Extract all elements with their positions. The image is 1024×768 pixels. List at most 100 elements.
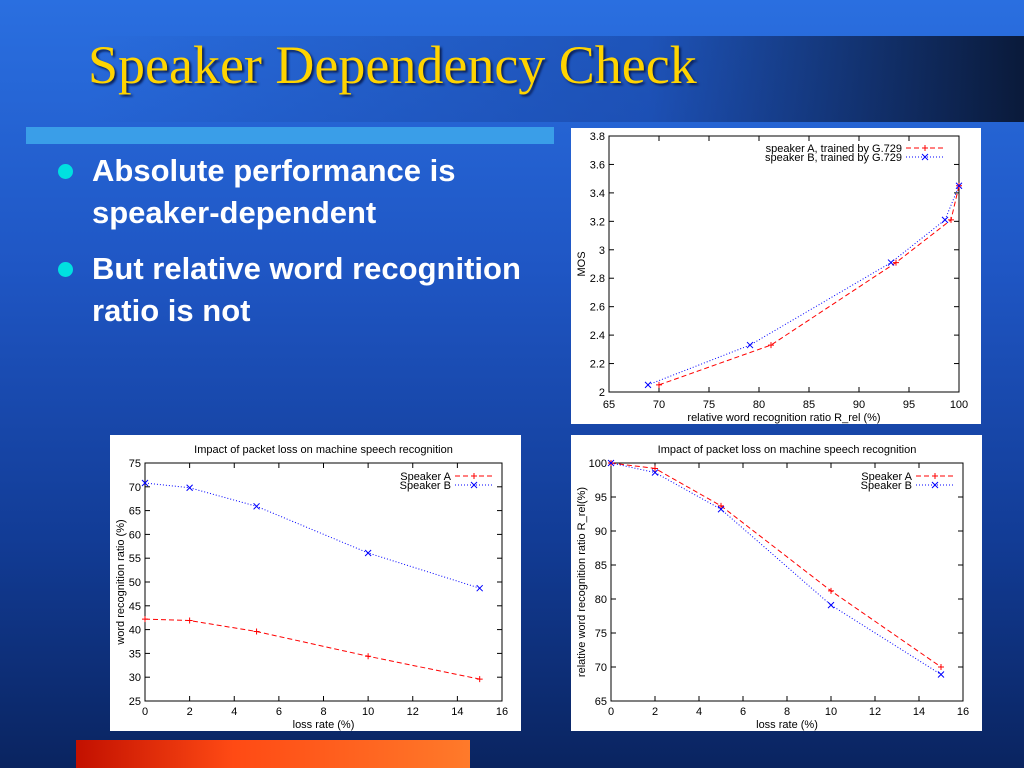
data-point [768,342,774,349]
y-tick-label: 2.6 [590,302,605,314]
bullet-dot-icon [58,262,73,277]
x-tick-label: 8 [320,706,326,718]
slide-title: Speaker Dependency Check [88,35,697,95]
plot-frame [610,462,964,702]
y-tick-label: 3.8 [590,131,605,143]
x-tick-label: 0 [608,706,614,718]
chart-svg: 0 2 4 6 8 10 12 14 16 65 70 75 80 85 90 95 100 Impact of … [576,444,969,731]
y-tick-label: 95 [595,492,607,504]
title-band [85,36,1024,122]
y-tick-label: 3.4 [590,188,605,200]
data-point [607,459,615,467]
data-point [476,676,483,683]
data-point [652,465,658,472]
x-tick-label: 10 [362,706,374,718]
x-tick-label: 14 [913,706,925,718]
y-tick-label: 25 [129,696,141,708]
x-tick-label: 2 [187,706,193,718]
data-point [887,259,895,266]
x-tick-label: 0 [142,706,148,718]
series-line [610,462,942,668]
y-tick-label: 2.8 [590,273,605,285]
y-tick-label: 35 [129,648,141,660]
data-point [186,617,193,624]
data-point [893,259,899,266]
data-point [142,616,148,623]
chart-svg: 0 2 4 6 8 10 12 14 16 25 30 35 40 45 50 55 60 65 70 75 Impac… [115,444,508,731]
chart-word-recognition: 0 2 4 6 8 10 12 14 16 25 30 35 40 45 50 55 60 65 70 75 Impac… [110,435,521,731]
data-point [948,216,954,223]
bullet-text: But relative word recognition ratio is n… [92,251,521,328]
data-point [141,479,149,487]
y-tick-label: 70 [129,482,141,494]
chart-mos-vs-ratio: 65 70 75 80 85 90 95 100 2 2.2 2.4 2.6 2.8 3 3.2 3.4 3.6… [571,128,981,424]
y-tick-label: 75 [595,628,607,640]
x-tick-label: 10 [825,706,837,718]
data-point [365,653,372,660]
y-tick-label: 100 [589,458,607,470]
x-tick-label: 95 [903,399,915,411]
x-tick-label: 16 [957,706,969,718]
x-tick-label: 4 [696,706,702,718]
series-line [144,618,480,680]
data-point [938,664,944,670]
x-tick-label: 70 [653,399,665,411]
y-tick-label: 3 [599,245,605,257]
data-point [471,473,477,479]
series-line [647,185,960,386]
x-tick-label: 65 [603,399,615,411]
data-point [364,549,372,557]
footer-accent-bar [76,740,470,768]
x-tick-label: 4 [231,706,237,718]
series-line [658,185,960,386]
y-tick-label: 60 [129,529,141,541]
data-point [827,601,835,609]
y-tick-label: 30 [129,672,141,684]
chart-title: Impact of packet loss on machine speech … [194,444,453,456]
x-tick-label: 75 [703,399,715,411]
bullet-list: Absolute performance is speaker-dependen… [52,150,532,346]
bullet-item: Absolute performance is speaker-dependen… [52,150,532,234]
data-point [955,182,963,190]
x-tick-label: 2 [652,706,658,718]
y-tick-label: 80 [595,594,607,606]
y-tick-label: 3.2 [590,216,605,228]
x-tick-label: 90 [853,399,865,411]
y-axis-label: relative word recognition ratio R_rel(%) [576,487,588,677]
data-point [921,153,929,161]
x-tick-label: 16 [496,706,508,718]
y-tick-label: 65 [595,696,607,708]
x-tick-label: 8 [784,706,790,718]
x-tick-label: 100 [950,399,968,411]
plot-frame [608,135,960,393]
data-point [476,584,484,592]
y-axis-label: MOS [576,251,588,276]
data-point [922,145,928,151]
x-tick-label: 12 [869,706,881,718]
y-tick-label: 2.2 [590,359,605,371]
y-tick-label: 90 [595,526,607,538]
title-underline-bar [26,127,554,144]
data-point [717,505,725,513]
data-point [253,628,260,635]
y-tick-label: 55 [129,553,141,565]
x-axis-label: relative word recognition ratio R_rel (%… [687,412,880,424]
data-point [470,481,478,489]
y-tick-label: 65 [129,506,141,518]
data-point [932,473,938,479]
y-tick-label: 70 [595,662,607,674]
series-line [610,462,942,675]
data-point [651,469,659,476]
bullet-item: But relative word recognition ratio is n… [52,248,532,332]
x-tick-label: 85 [803,399,815,411]
chart-title: Impact of packet loss on machine speech … [658,444,917,456]
data-point [937,671,945,678]
x-tick-label: 6 [740,706,746,718]
legend-label: Speaker B [861,480,912,492]
legend-label: speaker B, trained by G.729 [765,152,902,164]
series-line [144,482,480,589]
x-tick-label: 80 [753,399,765,411]
legend-label: speaker A, trained by G.729 [766,143,902,155]
data-point [656,381,662,388]
chart-relative-recognition: 0 2 4 6 8 10 12 14 16 65 70 75 80 85 90 95 100 Impact of … [571,435,982,731]
